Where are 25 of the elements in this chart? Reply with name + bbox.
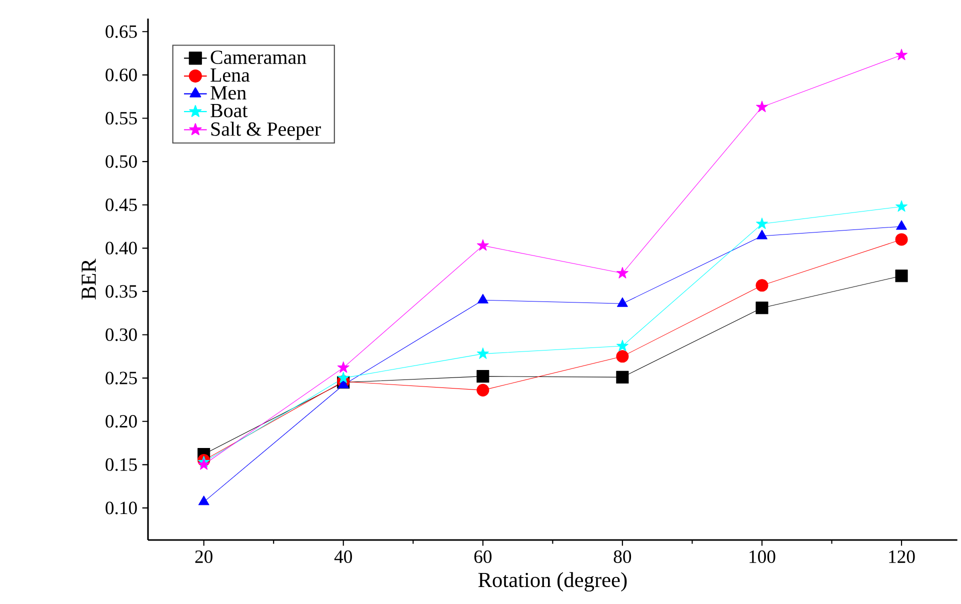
y-tick-label: 0.35 [106, 285, 137, 298]
x-tick-label: 40 [334, 550, 352, 564]
x-tick-label: 120 [889, 550, 915, 564]
y-tick-label: 0.10 [106, 502, 137, 514]
y-tick-label: 0.25 [106, 372, 137, 384]
y-axis-title: BER [82, 258, 96, 300]
y-tick-label: 0.45 [106, 198, 137, 212]
y-tick-label: 0.30 [106, 328, 137, 342]
x-tick-label: 60 [474, 550, 492, 564]
y-tick-label: 0.40 [106, 242, 137, 254]
legend-label: Lena [210, 68, 250, 82]
legend-label: Men [210, 86, 246, 100]
legend-label: Boat [210, 104, 248, 118]
x-axis-title: Rotation (degree) [478, 572, 627, 592]
x-tick-label: 20 [195, 550, 212, 564]
y-tick-label: 0.20 [106, 415, 137, 428]
y-tick-label: 0.50 [106, 155, 137, 168]
y-tick-label: 0.60 [106, 68, 137, 82]
legend-label: Cameraman [210, 50, 306, 64]
y-tick-label: 0.55 [106, 112, 137, 125]
legend-label: Salt & Peeper [211, 122, 321, 140]
x-tick-label: 80 [614, 550, 632, 564]
x-tick-label: 100 [750, 550, 776, 564]
y-tick-label: 0.15 [106, 458, 137, 472]
y-tick-label: 0.65 [106, 25, 137, 38]
